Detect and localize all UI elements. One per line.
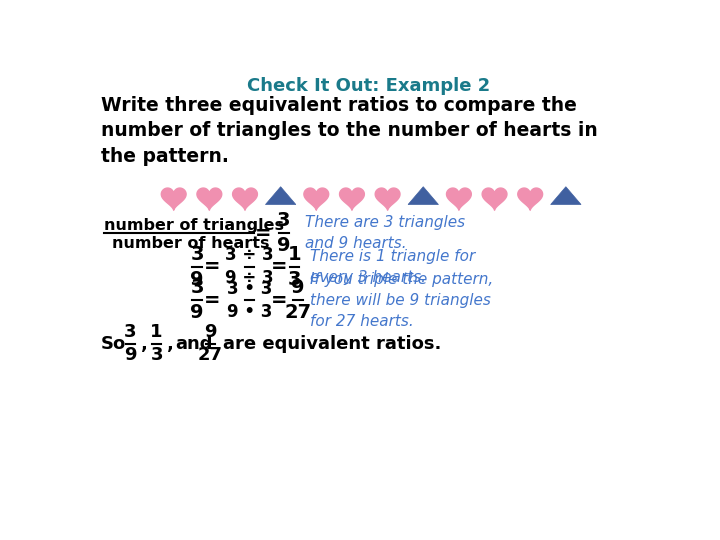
Text: 9: 9 [291, 279, 305, 298]
Text: ,: , [168, 335, 174, 353]
Text: and: and [175, 335, 212, 353]
Text: 3: 3 [190, 279, 204, 298]
Text: 3: 3 [288, 269, 302, 288]
Polygon shape [161, 188, 186, 210]
Text: 9 ÷ 3: 9 ÷ 3 [225, 269, 274, 287]
Polygon shape [518, 188, 543, 210]
Polygon shape [551, 187, 581, 205]
Polygon shape [233, 188, 257, 210]
Text: If you triple the pattern,
there will be 9 triangles
for 27 hearts.: If you triple the pattern, there will be… [310, 272, 493, 329]
Text: =: = [204, 291, 221, 310]
Text: =: = [204, 257, 221, 276]
Text: 27: 27 [284, 303, 311, 322]
Text: Check It Out: Example 2: Check It Out: Example 2 [248, 77, 490, 95]
Polygon shape [266, 187, 296, 205]
Polygon shape [340, 188, 364, 210]
Text: There are 3 triangles
and 9 hearts.: There are 3 triangles and 9 hearts. [305, 215, 466, 252]
Text: 9 • 3: 9 • 3 [227, 303, 272, 321]
Polygon shape [197, 188, 222, 210]
Text: 9: 9 [277, 237, 290, 255]
Text: number of triangles: number of triangles [104, 218, 284, 233]
Text: are equivalent ratios.: are equivalent ratios. [223, 335, 441, 353]
Polygon shape [375, 188, 400, 210]
Text: 3 ÷ 3: 3 ÷ 3 [225, 246, 274, 264]
Text: Write three equivalent ratios to compare the
number of triangles to the number o: Write three equivalent ratios to compare… [101, 96, 598, 166]
Polygon shape [446, 188, 472, 210]
Text: There is 1 triangle for
every 3 hearts.: There is 1 triangle for every 3 hearts. [310, 248, 475, 285]
Text: 9: 9 [190, 303, 204, 322]
Text: number of hearts: number of hearts [112, 236, 269, 251]
Polygon shape [408, 187, 438, 205]
Text: =: = [271, 257, 287, 276]
Text: 9: 9 [204, 323, 217, 341]
Text: ,: , [141, 335, 148, 353]
Text: 1: 1 [150, 323, 163, 341]
Text: 9: 9 [124, 346, 137, 364]
Text: 1: 1 [288, 245, 302, 264]
Polygon shape [304, 188, 329, 210]
Polygon shape [482, 188, 507, 210]
Text: 3: 3 [277, 212, 290, 231]
Text: 27: 27 [197, 346, 222, 364]
Text: 3: 3 [190, 245, 204, 264]
Text: 3: 3 [150, 346, 163, 364]
Text: =: = [271, 291, 287, 310]
Text: 9: 9 [190, 269, 204, 288]
Text: 3: 3 [124, 323, 137, 341]
Text: 3 • 3: 3 • 3 [227, 280, 272, 298]
Text: So: So [101, 335, 126, 353]
Text: =: = [256, 224, 272, 243]
